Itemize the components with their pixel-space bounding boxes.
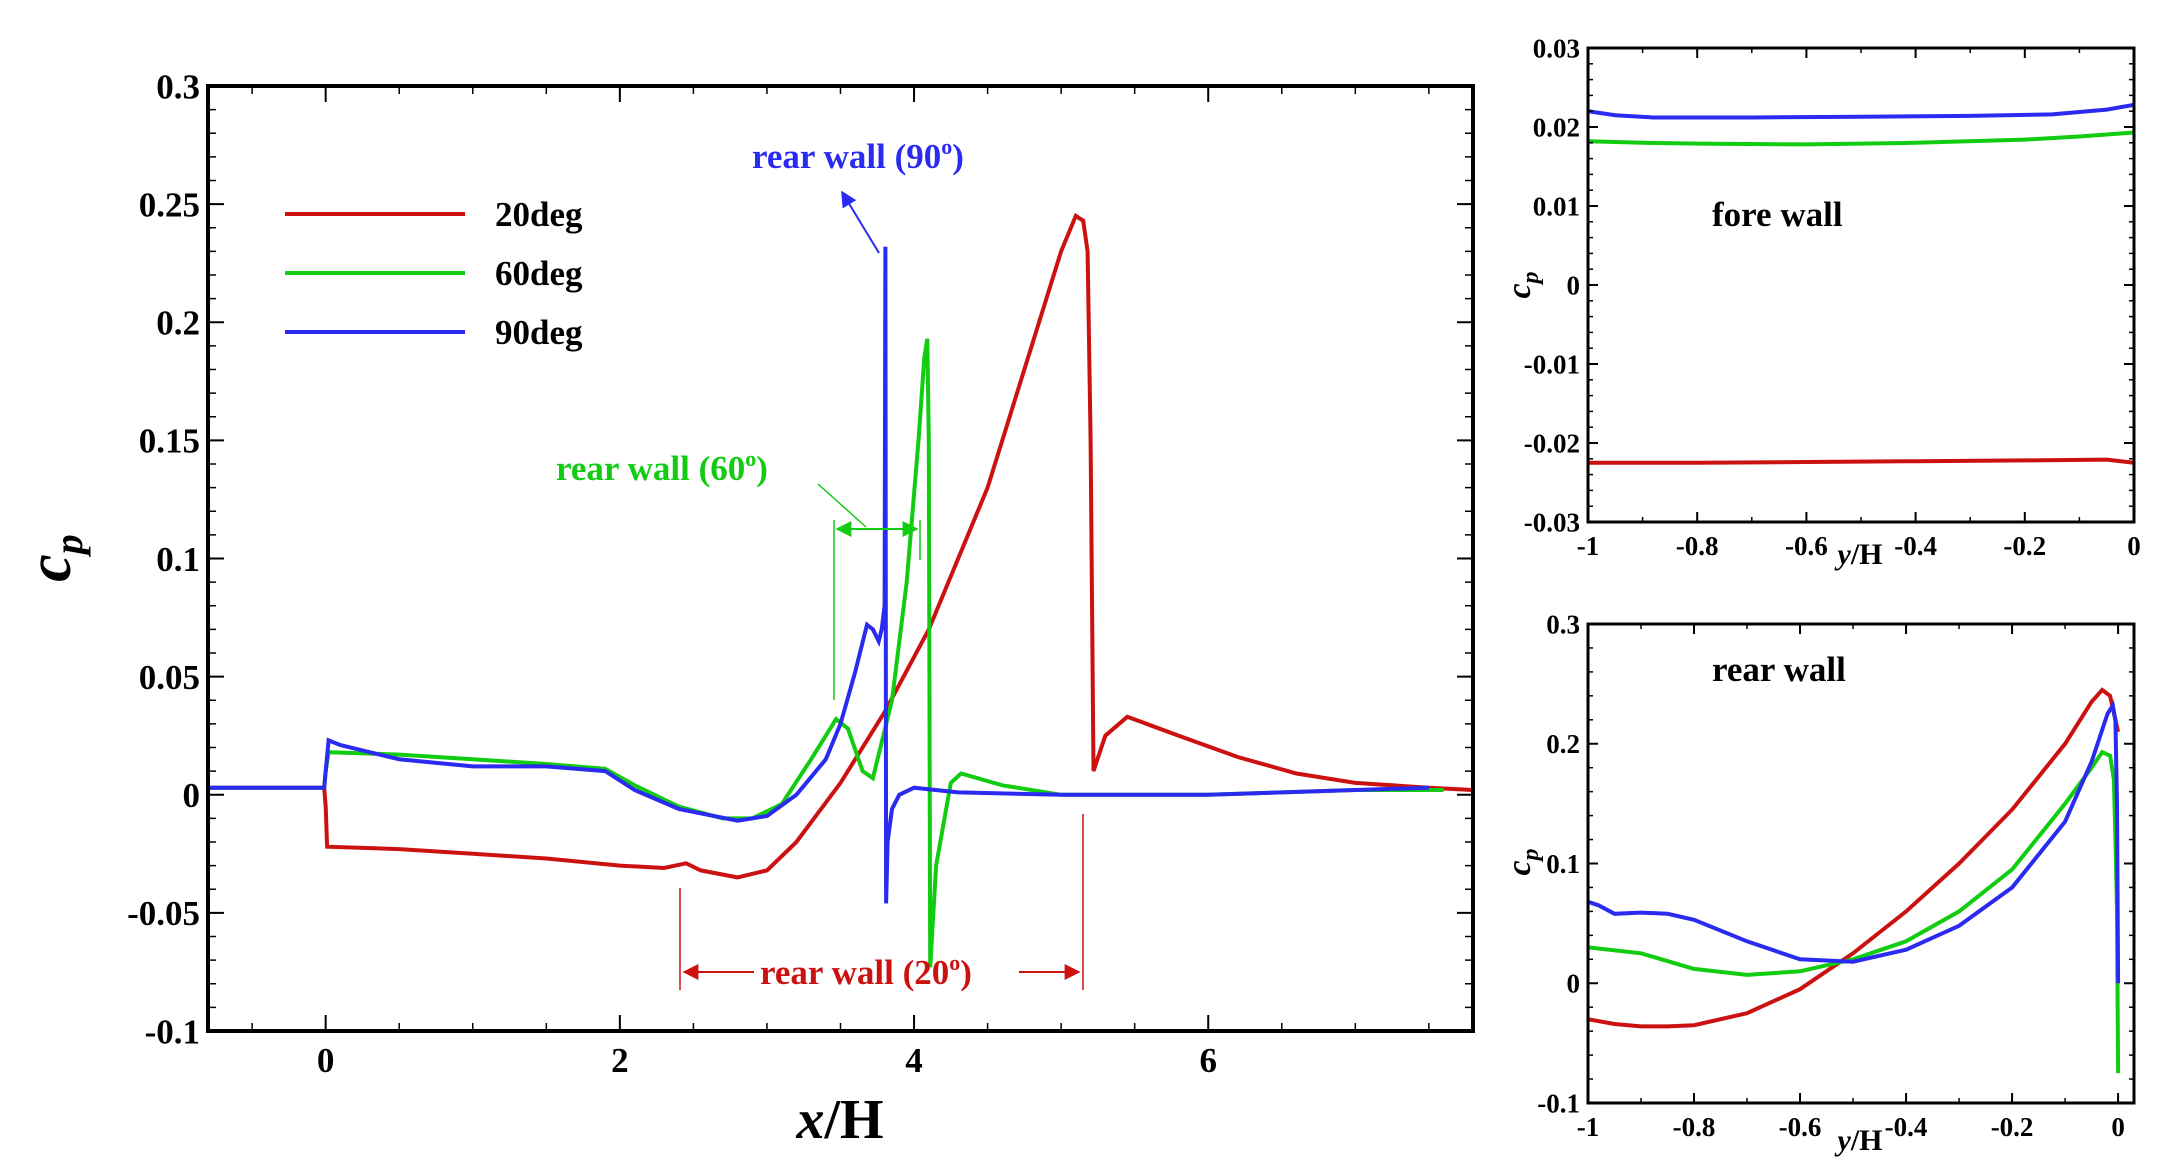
- fore-series-90deg: [1588, 102, 2134, 120]
- main-ytick-label: 0.15: [139, 422, 200, 461]
- fore-xtick-label: -1: [1577, 531, 1600, 561]
- rear-xtick-label: -0.2: [1991, 1112, 2034, 1142]
- main-ticks: [208, 85, 1473, 1032]
- main-curves: [208, 212, 1473, 968]
- rear-xtick-labels: -1 -0.8 -0.6 -0.4 -0.2 0: [1577, 1112, 2125, 1142]
- main-series-60deg: [208, 338, 1444, 968]
- rear-x-axis-label: y/H: [1835, 1124, 1883, 1157]
- fore-plot-frame: [1586, 46, 2136, 524]
- fore-series-60deg: [1588, 130, 2134, 147]
- annotation-rear20-text: rear wall (20o): [760, 950, 972, 992]
- fore-ytick-labels: -0.03 -0.02 -0.01 0 0.01 0.02 0.03: [1524, 33, 1580, 537]
- annotation-rear90-arrow: [841, 190, 880, 254]
- main-ytick-label: 0.1: [156, 540, 200, 579]
- fore-ytick-label: -0.03: [1524, 507, 1580, 537]
- fore-y-axis-label: cp: [1501, 271, 1544, 298]
- fore-ytick-label: 0: [1567, 270, 1581, 300]
- rear-ytick-label: 0: [1567, 969, 1581, 999]
- legend-label-90deg: 90deg: [495, 313, 583, 352]
- rear-title: rear wall: [1712, 650, 1846, 689]
- main-xtick-label: 6: [1199, 1041, 1217, 1080]
- rear-ticks: [1587, 623, 2134, 1104]
- main-plot: -0.1 -0.05 0 0.05 0.1 0.15 0.2 0.25 0.3 0 2 4 6 20d…: [16, 67, 1475, 1151]
- main-ytick-labels: -0.1 -0.05 0 0.05 0.1 0.15 0.2 0.25 0.3: [127, 67, 200, 1051]
- main-x-axis-label: x/H: [795, 1089, 883, 1151]
- main-series-20deg: [208, 212, 1473, 880]
- rear-ytick-labels: -0.1 0 0.1 0.2 0.3: [1537, 609, 1580, 1118]
- svg-text:cp: cp: [1501, 271, 1544, 298]
- legend-label-20deg: 20deg: [495, 195, 583, 234]
- fore-ytick-label: -0.02: [1524, 428, 1580, 458]
- rear-xtick-label: -1: [1577, 1112, 1600, 1142]
- rear-xtick-label: 0: [2111, 1112, 2125, 1142]
- main-plot-frame: [206, 84, 1475, 1033]
- fore-ytick-label: 0.01: [1533, 191, 1580, 221]
- fore-title: fore wall: [1712, 195, 1843, 234]
- main-ytick-label: -0.05: [127, 894, 200, 933]
- annotation-rear60-leader: [817, 483, 867, 528]
- fore-ytick-label: 0.02: [1533, 112, 1580, 142]
- main-xtick-labels: 0 2 4 6: [317, 1041, 1217, 1080]
- main-xtick-label: 2: [611, 1041, 629, 1080]
- rear-xtick-label: -0.8: [1673, 1112, 1716, 1142]
- fore-xtick-labels: -1 -0.8 -0.6 -0.4 -0.2 0: [1577, 531, 2141, 561]
- main-xtick-label: 4: [905, 1041, 923, 1080]
- main-y-axis-label: cp: [16, 534, 91, 582]
- annotation-rear90-text: rear wall (90o): [752, 134, 964, 176]
- annotation-rear20: rear wall (20o): [679, 814, 1084, 992]
- legend: 20deg 60deg 90deg: [285, 195, 583, 352]
- rear-ytick-label: 0.1: [1546, 849, 1580, 879]
- fore-xtick-label: -0.4: [1894, 531, 1937, 561]
- main-xtick-label: 0: [317, 1041, 335, 1080]
- fore-ytick-label: 0.03: [1533, 33, 1580, 63]
- legend-label-60deg: 60deg: [495, 254, 583, 293]
- rear-xtick-label: -0.6: [1779, 1112, 1822, 1142]
- fore-ytick-label: -0.01: [1524, 349, 1580, 379]
- fore-curves: [1588, 102, 2134, 465]
- main-ytick-label: 0.25: [139, 185, 200, 224]
- rear-series-60deg: [1588, 749, 2121, 1074]
- svg-text:cp: cp: [1501, 848, 1544, 875]
- rear-y-axis-label: cp: [1501, 848, 1544, 875]
- annotation-rear60: rear wall (60o): [556, 446, 921, 700]
- fore-series-20deg: [1588, 457, 2134, 465]
- rear-series-20deg: [1588, 687, 2121, 1029]
- main-ytick-label: 0.05: [139, 658, 200, 697]
- rear-ytick-label: 0.2: [1546, 729, 1580, 759]
- main-ytick-label: 0.3: [156, 67, 200, 106]
- main-series-90deg: [208, 246, 1429, 904]
- main-ytick-label: 0: [183, 776, 201, 815]
- rear-xtick-label: -0.4: [1885, 1112, 1928, 1142]
- rear-ytick-label: -0.1: [1537, 1088, 1580, 1118]
- rear-curves: [1588, 687, 2121, 1074]
- fore-x-axis-label: y/H: [1835, 538, 1883, 571]
- fore-xtick-label: -0.8: [1676, 531, 1719, 561]
- main-ytick-label: -0.1: [145, 1012, 200, 1051]
- rear-plot: -0.1 0 0.1 0.2 0.3 -1 -0.8 -0.6 -0.4 -0.2 0 rear …: [1501, 609, 2136, 1157]
- fore-xtick-label: -0.2: [2003, 531, 2046, 561]
- rear-ytick-label: 0.3: [1546, 609, 1580, 639]
- fore-xtick-label: -0.6: [1785, 531, 1828, 561]
- fore-xtick-label: 0: [2127, 531, 2141, 561]
- annotation-rear90: rear wall (90o): [752, 134, 964, 254]
- annotation-rear60-text: rear wall (60o): [556, 446, 768, 488]
- rear-plot-frame: [1586, 622, 2136, 1105]
- rear-series-90deg: [1588, 699, 2121, 984]
- main-ytick-label: 0.2: [156, 304, 200, 343]
- svg-text:cp: cp: [16, 534, 91, 582]
